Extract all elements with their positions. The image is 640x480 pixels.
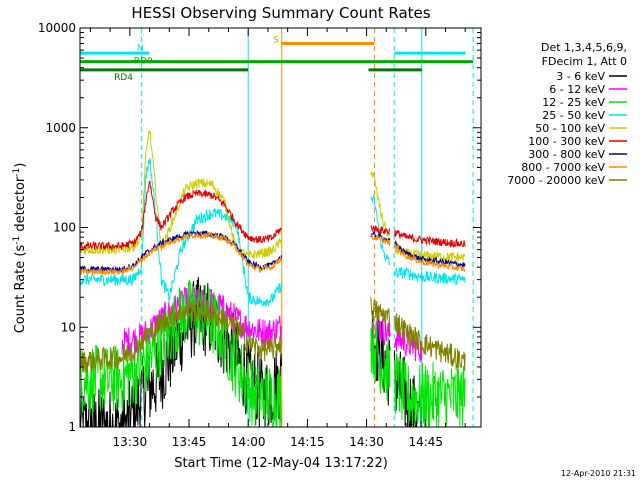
- legend-entry-label: 3 - 6 keV: [556, 70, 605, 83]
- x-tick-label: 14:00: [231, 435, 266, 449]
- series-line: [79, 231, 466, 276]
- legend: Det 1,3,4,5,6,9,FDecim 1, Att 0 3 - 6 keV…: [507, 41, 627, 187]
- legend-header: FDecim 1, Att 0: [542, 55, 627, 68]
- y-tick-label: 10: [61, 320, 76, 334]
- legend-entry-label: 50 - 100 keV: [535, 122, 605, 135]
- x-tick-label: 14:30: [349, 435, 384, 449]
- chart-title: HESSI Observing Summary Count Rates: [131, 4, 430, 22]
- legend-entry-label: 100 - 300 keV: [528, 135, 605, 148]
- series-line: [79, 129, 466, 262]
- flag-label: RD4: [114, 73, 133, 83]
- legend-entry-label: 800 - 7000 keV: [521, 161, 605, 174]
- legend-entry-label: 300 - 800 keV: [528, 148, 605, 161]
- vertical-markers: [141, 28, 474, 427]
- x-tick-label: 14:45: [408, 435, 443, 449]
- x-tick-label: 13:30: [113, 435, 148, 449]
- flag-label: RD0: [134, 57, 153, 67]
- y-axis-label-sup2: -1: [12, 168, 22, 177]
- x-tick-label: 14:15: [290, 435, 325, 449]
- y-tick-label: 1000: [45, 121, 76, 135]
- y-axis-ticks: 1 10 100 1000 10000: [38, 21, 481, 434]
- y-axis-label-end: ): [13, 163, 28, 168]
- y-tick-label: 10000: [38, 21, 76, 35]
- series-line: [79, 158, 466, 308]
- legend-header: Det 1,3,4,5,6,9,: [541, 41, 627, 54]
- legend-entry-label: 12 - 25 keV: [542, 96, 605, 109]
- legend-entry-label: 7000 - 20000 keV: [507, 174, 605, 187]
- y-tick-label: 1: [68, 420, 76, 434]
- y-tick-label: 100: [53, 221, 76, 235]
- x-axis-ticks: 13:30 13:45 14:00 14:15 14:30 14:45: [89, 28, 466, 449]
- x-tick-label: 13:45: [172, 435, 207, 449]
- x-axis-label: Start Time (12-May-04 13:17:22): [174, 456, 388, 471]
- series-line: [79, 296, 466, 374]
- y-axis-label-main: Count Rate (s: [13, 245, 28, 334]
- flag-label: N: [137, 44, 144, 54]
- footer-timestamp: 12-Apr-2010 21:31: [561, 469, 636, 478]
- series-lines: [79, 129, 466, 429]
- series-line: [79, 279, 466, 428]
- series-line: [79, 180, 466, 251]
- y-axis-label-sup1: -1: [12, 236, 22, 245]
- y-axis-label: Count Rate (s-1 detector-1): [12, 163, 28, 334]
- legend-entry-label: 25 - 50 keV: [542, 109, 605, 122]
- y-axis-label-mid: detector: [13, 176, 28, 236]
- flag-label: S: [273, 35, 279, 45]
- legend-entry-label: 6 - 12 keV: [549, 83, 605, 96]
